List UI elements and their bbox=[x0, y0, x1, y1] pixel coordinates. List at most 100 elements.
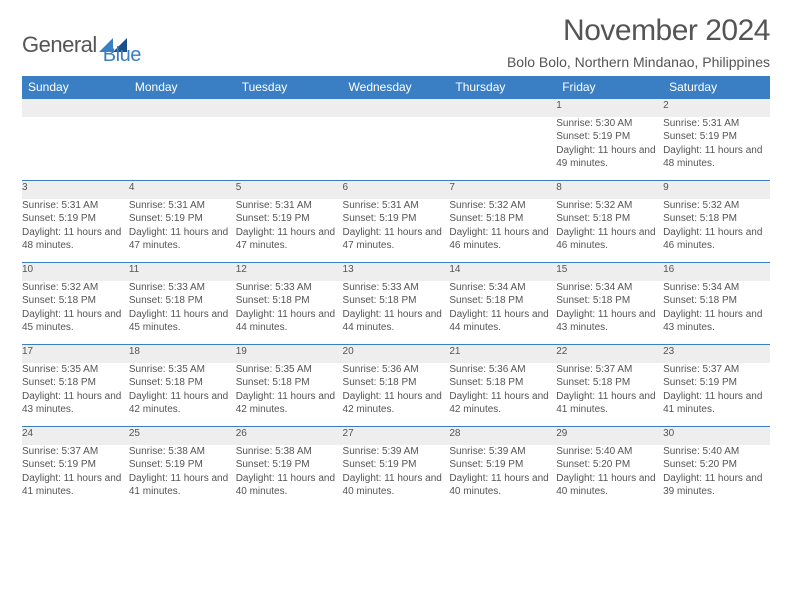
day-number: 28 bbox=[449, 427, 556, 445]
daylight-text: Daylight: 11 hours and 45 minutes. bbox=[129, 308, 236, 335]
daylight-text: Daylight: 11 hours and 49 minutes. bbox=[556, 144, 663, 171]
sunrise-text: Sunrise: 5:33 AM bbox=[236, 281, 343, 295]
day-number: 21 bbox=[449, 345, 556, 363]
day-cell: Sunrise: 5:31 AMSunset: 5:19 PMDaylight:… bbox=[22, 199, 129, 263]
day-number: 11 bbox=[129, 263, 236, 281]
sunset-text: Sunset: 5:18 PM bbox=[129, 376, 236, 390]
title-block: November 2024 Bolo Bolo, Northern Mindan… bbox=[507, 14, 770, 70]
day-cell: Sunrise: 5:32 AMSunset: 5:18 PMDaylight:… bbox=[556, 199, 663, 263]
sunset-text: Sunset: 5:18 PM bbox=[449, 294, 556, 308]
day-cell: Sunrise: 5:31 AMSunset: 5:19 PMDaylight:… bbox=[343, 199, 450, 263]
day-cell: Sunrise: 5:36 AMSunset: 5:18 PMDaylight:… bbox=[343, 363, 450, 427]
sunset-text: Sunset: 5:18 PM bbox=[343, 376, 450, 390]
day-cell: Sunrise: 5:35 AMSunset: 5:18 PMDaylight:… bbox=[129, 363, 236, 427]
sunset-text: Sunset: 5:19 PM bbox=[449, 458, 556, 472]
day-number: 4 bbox=[129, 181, 236, 199]
daylight-text: Daylight: 11 hours and 39 minutes. bbox=[663, 472, 770, 499]
day-cell: Sunrise: 5:32 AMSunset: 5:18 PMDaylight:… bbox=[449, 199, 556, 263]
sunset-text: Sunset: 5:19 PM bbox=[129, 458, 236, 472]
day-number: 22 bbox=[556, 345, 663, 363]
daylight-text: Daylight: 11 hours and 48 minutes. bbox=[22, 226, 129, 253]
day-number: 15 bbox=[556, 263, 663, 281]
sunrise-text: Sunrise: 5:32 AM bbox=[663, 199, 770, 213]
sunrise-text: Sunrise: 5:33 AM bbox=[343, 281, 450, 295]
day-number bbox=[129, 99, 236, 117]
sunset-text: Sunset: 5:19 PM bbox=[22, 458, 129, 472]
sunset-text: Sunset: 5:18 PM bbox=[449, 212, 556, 226]
day-cell: Sunrise: 5:38 AMSunset: 5:19 PMDaylight:… bbox=[236, 445, 343, 509]
dayname-thu: Thursday bbox=[449, 76, 556, 99]
sunset-text: Sunset: 5:19 PM bbox=[663, 130, 770, 144]
daylight-text: Daylight: 11 hours and 42 minutes. bbox=[449, 390, 556, 417]
day-cell: Sunrise: 5:33 AMSunset: 5:18 PMDaylight:… bbox=[236, 281, 343, 345]
sunset-text: Sunset: 5:18 PM bbox=[343, 294, 450, 308]
sunset-text: Sunset: 5:19 PM bbox=[343, 458, 450, 472]
sunrise-text: Sunrise: 5:39 AM bbox=[449, 445, 556, 459]
day-number: 8 bbox=[556, 181, 663, 199]
sunrise-text: Sunrise: 5:36 AM bbox=[343, 363, 450, 377]
daylight-text: Daylight: 11 hours and 40 minutes. bbox=[343, 472, 450, 499]
sunset-text: Sunset: 5:18 PM bbox=[556, 212, 663, 226]
sunset-text: Sunset: 5:18 PM bbox=[556, 376, 663, 390]
daylight-text: Daylight: 11 hours and 48 minutes. bbox=[663, 144, 770, 171]
day-number: 2 bbox=[663, 99, 770, 117]
daylight-text: Daylight: 11 hours and 42 minutes. bbox=[129, 390, 236, 417]
daylight-text: Daylight: 11 hours and 41 minutes. bbox=[22, 472, 129, 499]
sunset-text: Sunset: 5:19 PM bbox=[236, 212, 343, 226]
sunrise-text: Sunrise: 5:36 AM bbox=[449, 363, 556, 377]
daylight-text: Daylight: 11 hours and 43 minutes. bbox=[663, 308, 770, 335]
logo-text-blue: Blue bbox=[103, 44, 141, 67]
daylight-text: Daylight: 11 hours and 42 minutes. bbox=[343, 390, 450, 417]
day-number: 24 bbox=[22, 427, 129, 445]
day-cell bbox=[129, 117, 236, 181]
day-number: 14 bbox=[449, 263, 556, 281]
sunset-text: Sunset: 5:18 PM bbox=[236, 294, 343, 308]
day-cell: Sunrise: 5:32 AMSunset: 5:18 PMDaylight:… bbox=[663, 199, 770, 263]
daynum-row: 24252627282930 bbox=[22, 427, 770, 445]
sunrise-text: Sunrise: 5:40 AM bbox=[556, 445, 663, 459]
daylight-text: Daylight: 11 hours and 46 minutes. bbox=[449, 226, 556, 253]
day-number: 9 bbox=[663, 181, 770, 199]
day-cell: Sunrise: 5:37 AMSunset: 5:19 PMDaylight:… bbox=[663, 363, 770, 427]
sunset-text: Sunset: 5:18 PM bbox=[663, 212, 770, 226]
dayname-row: Sunday Monday Tuesday Wednesday Thursday… bbox=[22, 76, 770, 99]
sunset-text: Sunset: 5:18 PM bbox=[663, 294, 770, 308]
sunrise-text: Sunrise: 5:37 AM bbox=[556, 363, 663, 377]
daylight-text: Daylight: 11 hours and 40 minutes. bbox=[236, 472, 343, 499]
day-number: 6 bbox=[343, 181, 450, 199]
sunrise-text: Sunrise: 5:39 AM bbox=[343, 445, 450, 459]
day-number bbox=[343, 99, 450, 117]
page-title: November 2024 bbox=[507, 14, 770, 48]
sunrise-text: Sunrise: 5:32 AM bbox=[556, 199, 663, 213]
sunrise-text: Sunrise: 5:32 AM bbox=[22, 281, 129, 295]
dayname-fri: Friday bbox=[556, 76, 663, 99]
day-content-row: Sunrise: 5:31 AMSunset: 5:19 PM Daylight:… bbox=[22, 199, 770, 263]
daylight-text: Daylight: 11 hours and 40 minutes. bbox=[556, 472, 663, 499]
sunrise-text: Sunrise: 5:37 AM bbox=[663, 363, 770, 377]
sunrise-text: Sunrise: 5:35 AM bbox=[129, 363, 236, 377]
sunset-text: Sunset: 5:18 PM bbox=[22, 294, 129, 308]
day-number: 18 bbox=[129, 345, 236, 363]
day-number: 25 bbox=[129, 427, 236, 445]
daynum-row: 12 bbox=[22, 99, 770, 117]
sunrise-text: Sunrise: 5:34 AM bbox=[449, 281, 556, 295]
daylight-text: Daylight: 11 hours and 44 minutes. bbox=[236, 308, 343, 335]
day-number: 17 bbox=[22, 345, 129, 363]
sunset-text: Sunset: 5:18 PM bbox=[236, 376, 343, 390]
day-cell bbox=[236, 117, 343, 181]
day-cell: Sunrise: 5:38 AMSunset: 5:19 PMDaylight:… bbox=[129, 445, 236, 509]
day-cell: Sunrise: 5:33 AMSunset: 5:18 PMDaylight:… bbox=[129, 281, 236, 345]
sunset-text: Sunset: 5:18 PM bbox=[22, 376, 129, 390]
day-number: 20 bbox=[343, 345, 450, 363]
day-number: 3 bbox=[22, 181, 129, 199]
dayname-tue: Tuesday bbox=[236, 76, 343, 99]
sunrise-text: Sunrise: 5:31 AM bbox=[236, 199, 343, 213]
dayname-wed: Wednesday bbox=[343, 76, 450, 99]
day-cell: Sunrise: 5:39 AMSunset: 5:19 PMDaylight:… bbox=[343, 445, 450, 509]
dayname-sat: Saturday bbox=[663, 76, 770, 99]
daylight-text: Daylight: 11 hours and 46 minutes. bbox=[663, 226, 770, 253]
dayname-mon: Monday bbox=[129, 76, 236, 99]
sunrise-text: Sunrise: 5:35 AM bbox=[236, 363, 343, 377]
day-number: 23 bbox=[663, 345, 770, 363]
day-number: 19 bbox=[236, 345, 343, 363]
